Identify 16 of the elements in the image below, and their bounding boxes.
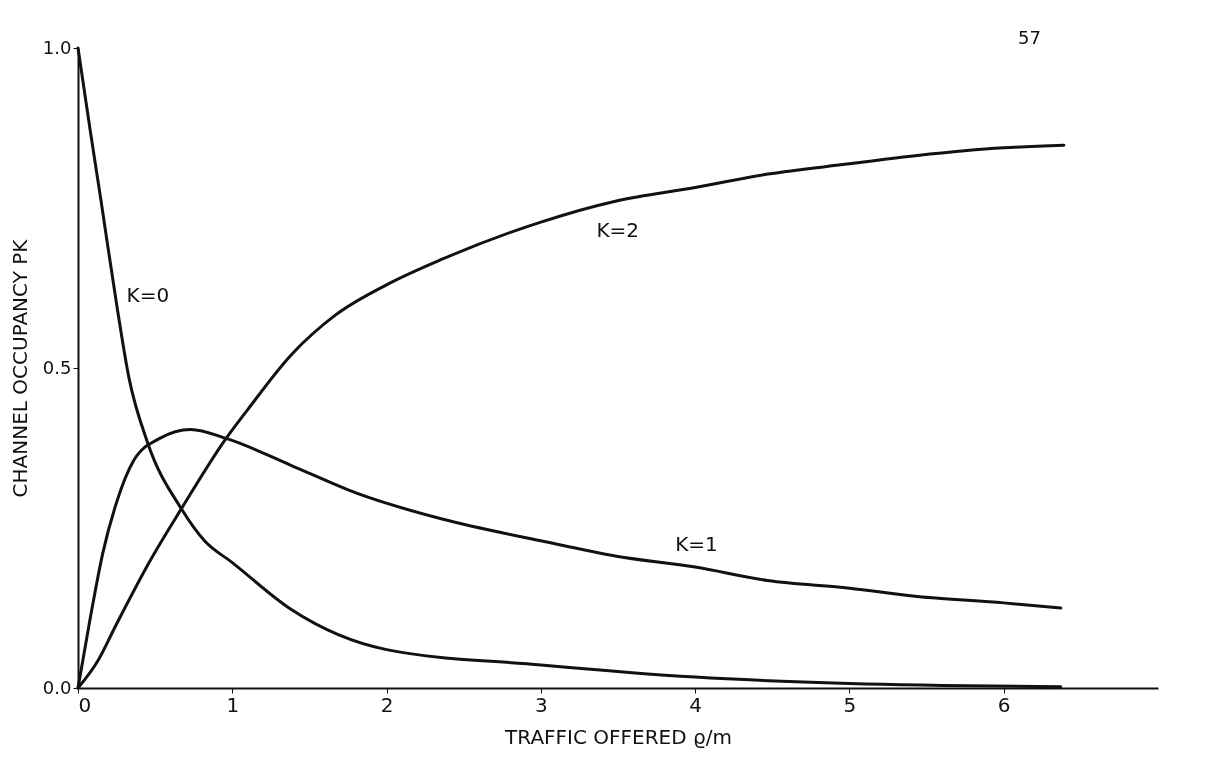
x-tick-label: 2 bbox=[380, 692, 394, 717]
y-tick-label: 1.0 bbox=[42, 36, 72, 58]
text: 57 bbox=[1018, 27, 1041, 48]
series-label: K=1 bbox=[675, 532, 718, 557]
series-label: K=2 bbox=[596, 217, 640, 242]
x-tick-label: 0 bbox=[78, 692, 92, 717]
x-tick-label: 4 bbox=[689, 692, 703, 717]
x-tick-label: 1 bbox=[226, 692, 240, 717]
series-label: K=0 bbox=[126, 283, 170, 307]
x-axis-title: TRAFFIC OFFERED ϱ/m bbox=[504, 724, 732, 749]
x-tick-label: 5 bbox=[843, 692, 857, 717]
x-tick-label: 6 bbox=[997, 692, 1011, 717]
y-tick-label: 0.5 bbox=[42, 356, 72, 378]
x-tick-label: 3 bbox=[534, 692, 548, 717]
y-axis-title: CHANNEL OCCUPANCY PK bbox=[7, 238, 32, 498]
y-tick-label: 0.0 bbox=[42, 676, 72, 698]
